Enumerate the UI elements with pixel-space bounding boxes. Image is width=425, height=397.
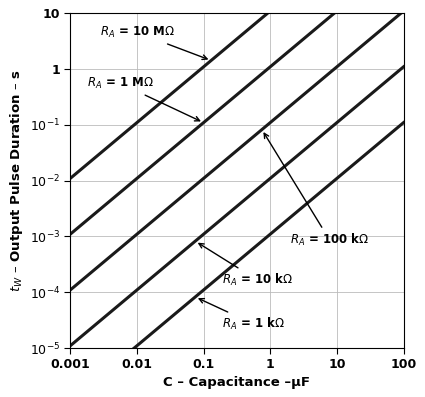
X-axis label: C – Capacitance –μF: C – Capacitance –μF bbox=[163, 376, 310, 389]
Y-axis label: $t_W$ – Output Pulse Duration – s: $t_W$ – Output Pulse Duration – s bbox=[8, 69, 25, 292]
Text: $R_A$ = 10 M$\Omega$: $R_A$ = 10 M$\Omega$ bbox=[100, 25, 207, 60]
Text: $R_A$ = 100 k$\Omega$: $R_A$ = 100 k$\Omega$ bbox=[264, 133, 369, 249]
Text: $R_A$ = 1 k$\Omega$: $R_A$ = 1 k$\Omega$ bbox=[199, 299, 285, 332]
Text: $R_A$ = 1 M$\Omega$: $R_A$ = 1 M$\Omega$ bbox=[87, 76, 200, 121]
Text: $R_A$ = 10 k$\Omega$: $R_A$ = 10 k$\Omega$ bbox=[199, 243, 293, 288]
